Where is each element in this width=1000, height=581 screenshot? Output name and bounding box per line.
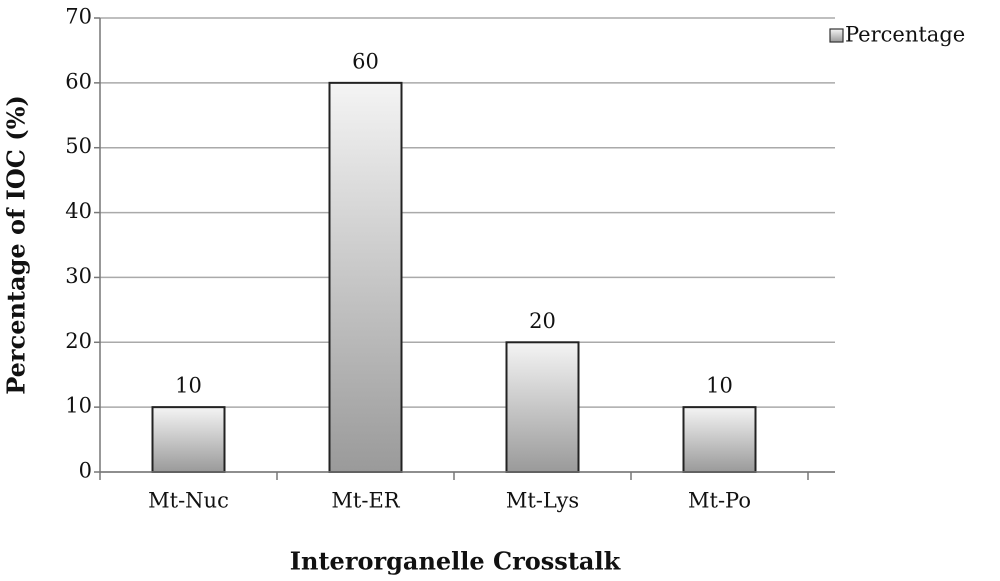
x-tick-label: Mt-ER xyxy=(331,489,400,513)
bar xyxy=(151,406,226,473)
y-tick-label: 70 xyxy=(65,5,92,29)
x-axis-title: Interorganelle Crosstalk xyxy=(290,547,622,576)
y-tick-label: 10 xyxy=(65,394,92,418)
x-tick-label: Mt-Nuc xyxy=(148,489,229,513)
y-tick-label: 30 xyxy=(65,264,92,288)
y-tick-label: 50 xyxy=(65,134,92,158)
data-label: 60 xyxy=(352,49,379,73)
bar xyxy=(505,341,580,473)
y-axis-title: Percentage of IOC (%) xyxy=(2,95,31,394)
data-label: 10 xyxy=(175,374,202,398)
data-label: 10 xyxy=(706,374,733,398)
y-tick-label: 20 xyxy=(65,329,92,353)
x-tick-label: Mt-Lys xyxy=(506,489,579,513)
data-label: 20 xyxy=(529,309,556,333)
y-tick-label: 0 xyxy=(79,459,92,483)
legend-swatch xyxy=(829,28,844,43)
x-tick-label: Mt-Po xyxy=(688,489,751,513)
bar xyxy=(328,81,403,473)
y-tick-label: 40 xyxy=(65,199,92,223)
legend-label: Percentage xyxy=(845,23,965,47)
y-tick-label: 60 xyxy=(65,69,92,93)
bar xyxy=(682,406,757,473)
